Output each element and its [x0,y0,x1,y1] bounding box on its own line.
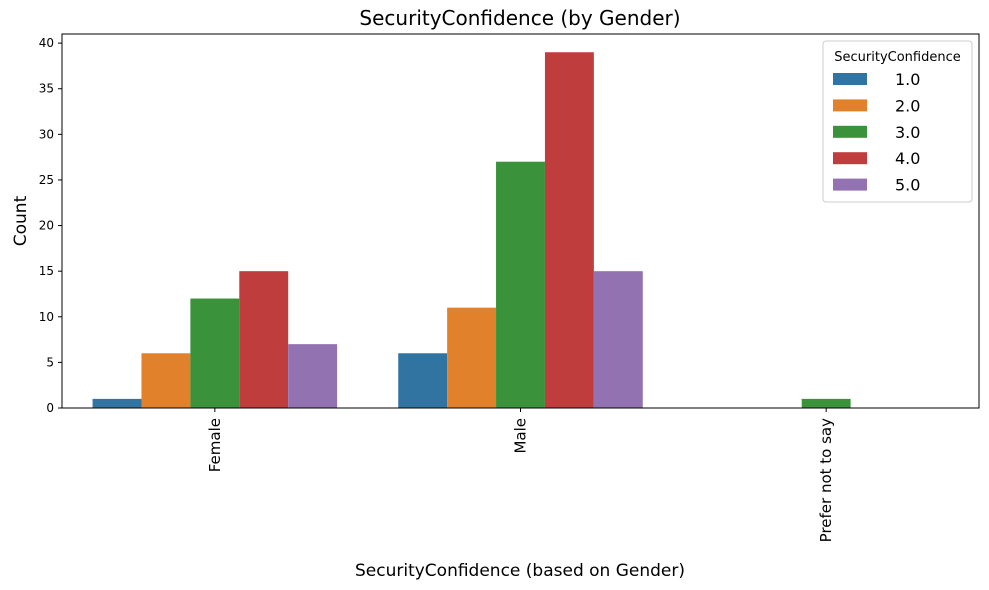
bar [141,353,191,408]
bar [544,52,594,409]
y-tick-label: 15 [39,264,54,278]
legend-swatch [833,73,867,85]
bar [593,271,643,408]
bar [496,161,545,408]
bar [190,298,240,408]
y-tick-label: 25 [39,173,54,187]
bar [239,271,289,408]
bar [801,398,851,408]
y-tick-label: 30 [39,127,54,141]
legend-label: 2.0 [895,96,920,115]
bar [92,398,142,408]
legend-swatch [833,99,867,112]
x-tick-label: Female [206,418,224,472]
y-tick-label: 5 [46,355,54,369]
y-tick-label: 10 [39,310,54,324]
legend-label: 1.0 [895,70,920,89]
x-tick-label: Prefer not to say [817,418,835,542]
legend-swatch [833,125,867,138]
y-tick-label: 35 [39,82,54,96]
legend-title: SecurityConfidence [834,50,960,65]
legend-swatch [833,152,867,165]
legend-label: 5.0 [895,176,920,195]
x-axis: Female Male Prefer not to say [206,408,835,542]
legend-label: 3.0 [895,123,920,142]
y-tick-label: 20 [39,219,54,233]
x-axis-label: SecurityConfidence (based on Gender) [355,561,685,581]
x-tick-label: Male [512,418,530,454]
bar [398,353,448,408]
legend: SecurityConfidence 1.0 2.0 3.0 4.0 5.0 [822,40,973,203]
y-axis: 0 5 10 15 20 25 30 35 40 [39,36,62,415]
y-axis-label: Count [11,195,31,246]
y-tick-label: 0 [46,401,54,415]
chart-title: SecurityConfidence (by Gender) [359,6,680,30]
y-tick-label: 40 [39,36,54,50]
bars-group [92,52,851,409]
legend-swatch [833,178,867,191]
legend-label: 4.0 [895,149,920,168]
bar [447,307,497,408]
bar [288,344,338,408]
